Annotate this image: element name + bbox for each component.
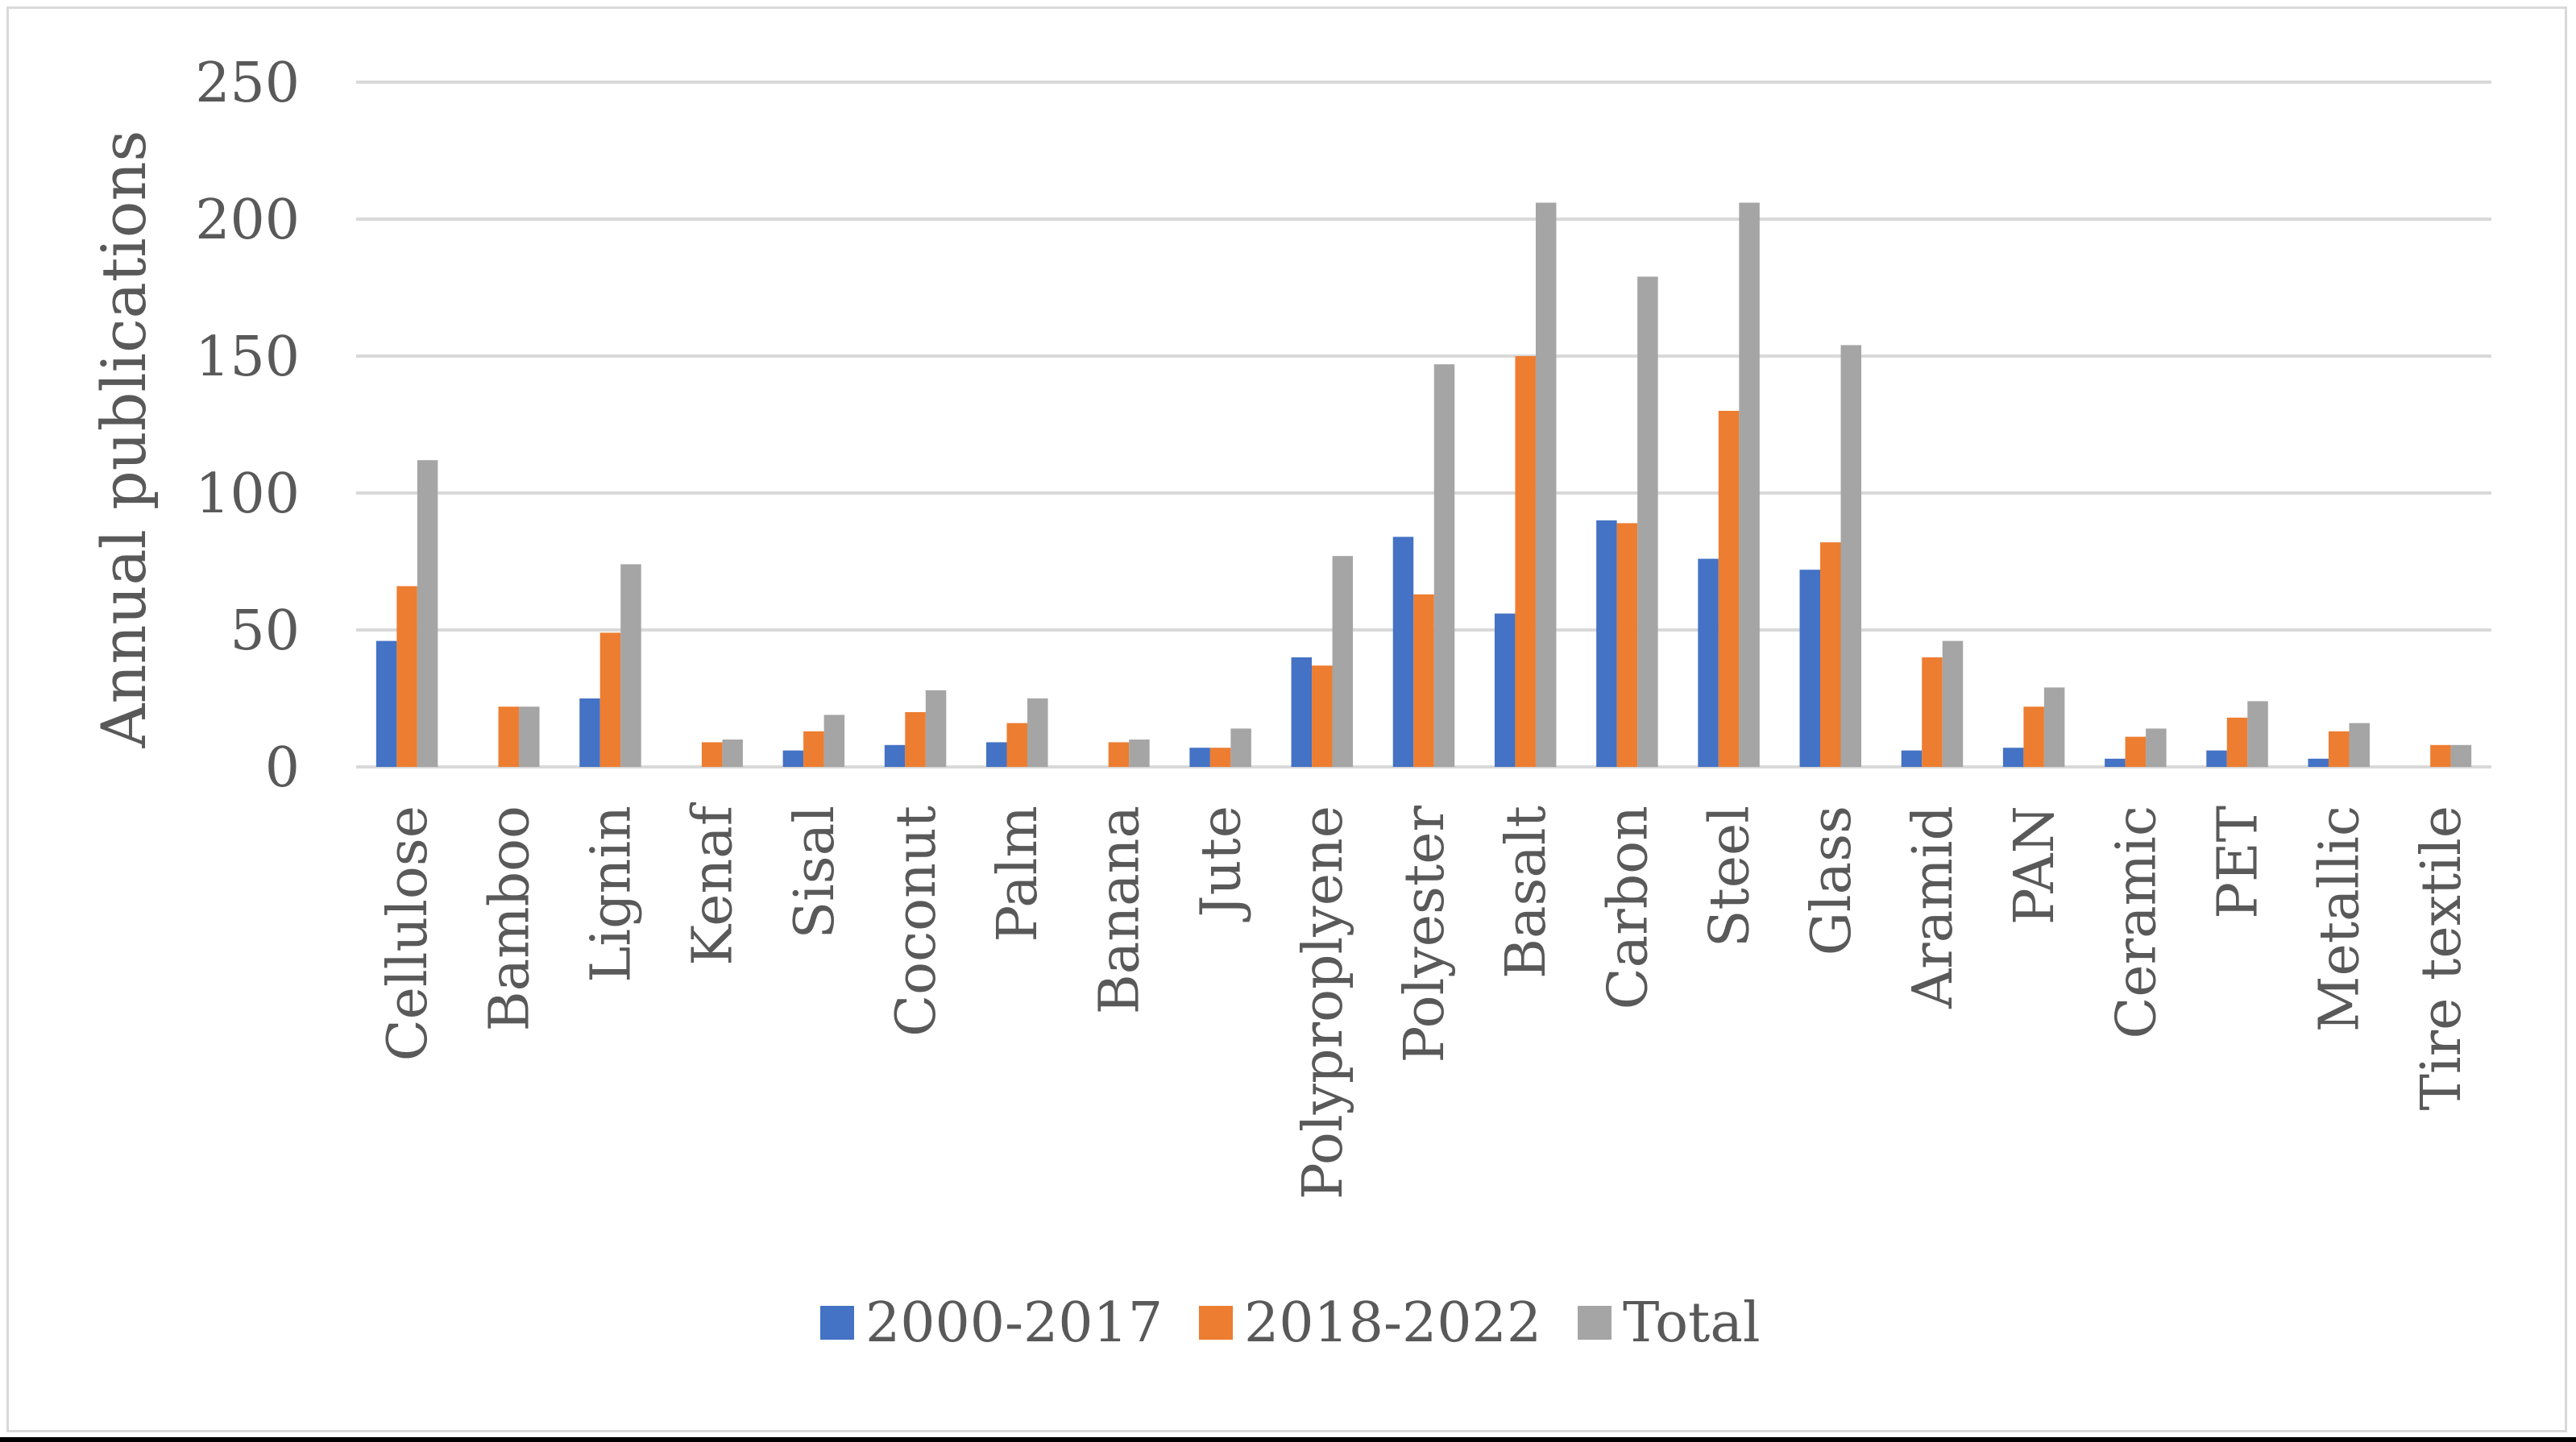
legend-label: 2000-2017 <box>865 1291 1163 1355</box>
x-axis-ticks: Cellulose Bamboo Lignin Kenaf Sisal Coconut Pa… <box>376 802 2474 1200</box>
bar-ceramic-2000-2017 <box>2105 758 2126 767</box>
x-tick-label: Tire textile <box>2410 806 2474 1110</box>
bar-coconut-2000-2017 <box>884 744 906 767</box>
y-tick-label: 200 <box>195 189 300 252</box>
bar-polyester-total <box>1433 364 1455 767</box>
bar-basalt-2000-2017 <box>1494 613 1516 767</box>
x-tick-label: Palm <box>986 806 1050 942</box>
bar-polyproplyene-2018-2022 <box>1312 665 1333 767</box>
bar-tire-textile-2018-2022 <box>2430 744 2451 767</box>
bar-jute-total <box>1230 728 1251 767</box>
x-tick-label: Ceramic <box>2105 806 2168 1039</box>
bar-glass-total <box>1840 345 1862 767</box>
bar-pet-total <box>2247 701 2268 767</box>
bar-aramid-2018-2022 <box>1922 657 1943 767</box>
bar-metallic-2000-2017 <box>2308 758 2329 767</box>
bar-glass-2000-2017 <box>1799 570 1821 767</box>
bar-pet-2000-2017 <box>2206 750 2227 767</box>
bar-basalt-2018-2022 <box>1515 356 1536 767</box>
bar-kenaf-2018-2022 <box>701 742 723 767</box>
bar-pan-2018-2022 <box>2023 706 2044 767</box>
bar-steel-2018-2022 <box>1718 411 1740 767</box>
legend-label: 2018-2022 <box>1244 1291 1541 1355</box>
bar-cellulose-2000-2017 <box>375 640 397 767</box>
bar-carbon-2018-2022 <box>1616 523 1638 767</box>
x-tick-label: Aramid <box>1902 806 1965 1009</box>
x-tick-label: Cellulose <box>376 806 440 1061</box>
bar-banana-2018-2022 <box>1108 742 1130 767</box>
bar-sisal-total <box>823 715 845 767</box>
x-tick-label: Sisal <box>783 806 847 939</box>
bar-metallic-2018-2022 <box>2328 731 2350 767</box>
x-tick-label: PAN <box>2003 806 2067 925</box>
bar-carbon-total <box>1637 276 1658 767</box>
legend-swatch-total <box>1578 1306 1612 1340</box>
y-tick-label: 100 <box>195 462 300 526</box>
bar-pan-2000-2017 <box>2002 748 2024 767</box>
x-tick-label: Coconut <box>885 806 948 1037</box>
bar-aramid-2000-2017 <box>1901 750 1923 767</box>
legend-swatch-2018-2022 <box>1199 1306 1233 1340</box>
bar-bamboo-2018-2022 <box>498 706 520 767</box>
legend-label: Total <box>1623 1291 1761 1355</box>
bar-palm-total <box>1027 698 1048 767</box>
x-tick-label: Banana <box>1088 806 1151 1014</box>
x-tick-label: Jute <box>1190 806 1254 922</box>
x-tick-label: Glass <box>1800 806 1864 955</box>
bar-kenaf-total <box>722 740 743 767</box>
bar-carbon-2000-2017 <box>1596 520 1617 767</box>
bar-coconut-2018-2022 <box>905 712 926 767</box>
bar-sisal-2000-2017 <box>782 750 804 767</box>
x-tick-label: Carbon <box>1596 806 1660 1009</box>
x-tick-label: Steel <box>1699 806 1762 947</box>
bar-bamboo-total <box>519 706 540 767</box>
x-tick-label: Kenaf <box>682 802 745 966</box>
bar-coconut-total <box>925 690 947 767</box>
x-tick-label: Polyester <box>1393 806 1457 1063</box>
bar-steel-2000-2017 <box>1698 558 1719 767</box>
y-tick-label: 250 <box>195 52 300 115</box>
bar-sisal-2018-2022 <box>803 731 824 767</box>
bar-palm-2018-2022 <box>1006 723 1027 767</box>
x-tick-label: Bamboo <box>478 806 541 1031</box>
legend: 2000-2017 2018-2022 Total <box>820 1291 1761 1355</box>
bar-cellulose-2018-2022 <box>396 586 417 767</box>
bar-lignin-2000-2017 <box>579 698 600 767</box>
y-axis-ticks: 0 50 100 150 200 250 <box>195 52 300 800</box>
bar-lignin-2018-2022 <box>599 632 621 767</box>
bar-jute-2000-2017 <box>1189 748 1210 767</box>
bar-banana-total <box>1129 740 1150 767</box>
bar-tire-textile-total <box>2450 744 2472 767</box>
bar-jute-2018-2022 <box>1209 748 1231 767</box>
bar-polyproplyene-2000-2017 <box>1291 657 1313 767</box>
bar-cellulose-total <box>417 460 438 767</box>
bar-basalt-total <box>1535 202 1557 768</box>
y-tick-label: 50 <box>230 599 300 663</box>
x-tick-label: Metallic <box>2308 806 2372 1032</box>
bottom-rule <box>0 1437 2576 1442</box>
bar-steel-total <box>1739 202 1760 768</box>
bar-pan-total <box>2043 687 2065 767</box>
bar-polyester-2018-2022 <box>1413 594 1434 767</box>
x-tick-label: Polyproplyene <box>1292 806 1355 1200</box>
bar-glass-2018-2022 <box>1820 542 1841 767</box>
bar-pet-2018-2022 <box>2226 717 2248 767</box>
bar-palm-2000-2017 <box>985 742 1007 767</box>
x-tick-label: Lignin <box>579 806 643 983</box>
y-axis-label: Annual publications <box>88 131 160 749</box>
bar-metallic-total <box>2349 723 2370 767</box>
bar-polyester-2000-2017 <box>1392 537 1414 767</box>
bars <box>375 202 2472 768</box>
bar-aramid-total <box>1942 640 1964 767</box>
bar-ceramic-total <box>2146 728 2167 767</box>
bar-lignin-total <box>620 564 641 767</box>
bar-polyproplyene-total <box>1332 556 1354 767</box>
bar-ceramic-2018-2022 <box>2125 736 2147 767</box>
x-tick-label: PET <box>2207 806 2271 919</box>
y-tick-label: 0 <box>265 736 300 800</box>
x-tick-label: Basalt <box>1495 806 1558 979</box>
y-tick-label: 150 <box>195 325 300 389</box>
legend-swatch-2000-2017 <box>820 1306 854 1340</box>
